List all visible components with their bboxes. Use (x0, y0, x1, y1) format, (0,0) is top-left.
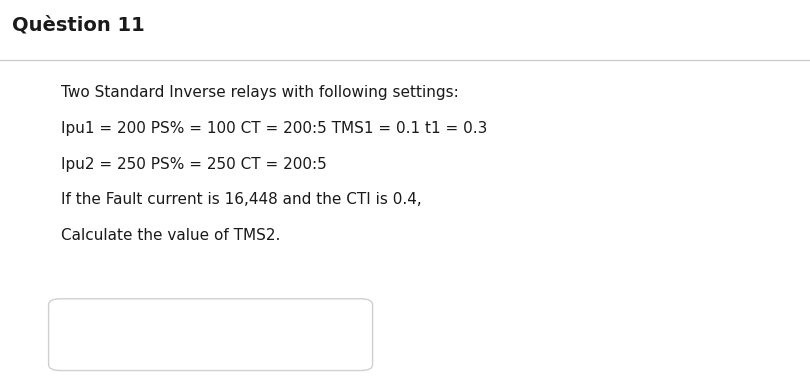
FancyBboxPatch shape (49, 299, 373, 371)
Text: Calculate the value of TMS2.: Calculate the value of TMS2. (61, 228, 280, 243)
Text: Two Standard Inverse relays with following settings:: Two Standard Inverse relays with followi… (61, 85, 458, 100)
Text: Ipu2 = 250 PS% = 250 CT = 200:5: Ipu2 = 250 PS% = 250 CT = 200:5 (61, 157, 326, 172)
Text: Quèstion 11: Quèstion 11 (12, 16, 145, 35)
Text: If the Fault current is 16,448 and the CTI is 0.4,: If the Fault current is 16,448 and the C… (61, 192, 421, 208)
Text: Ipu1 = 200 PS% = 100 CT = 200:5 TMS1 = 0.1 t1 = 0.3: Ipu1 = 200 PS% = 100 CT = 200:5 TMS1 = 0… (61, 121, 487, 136)
